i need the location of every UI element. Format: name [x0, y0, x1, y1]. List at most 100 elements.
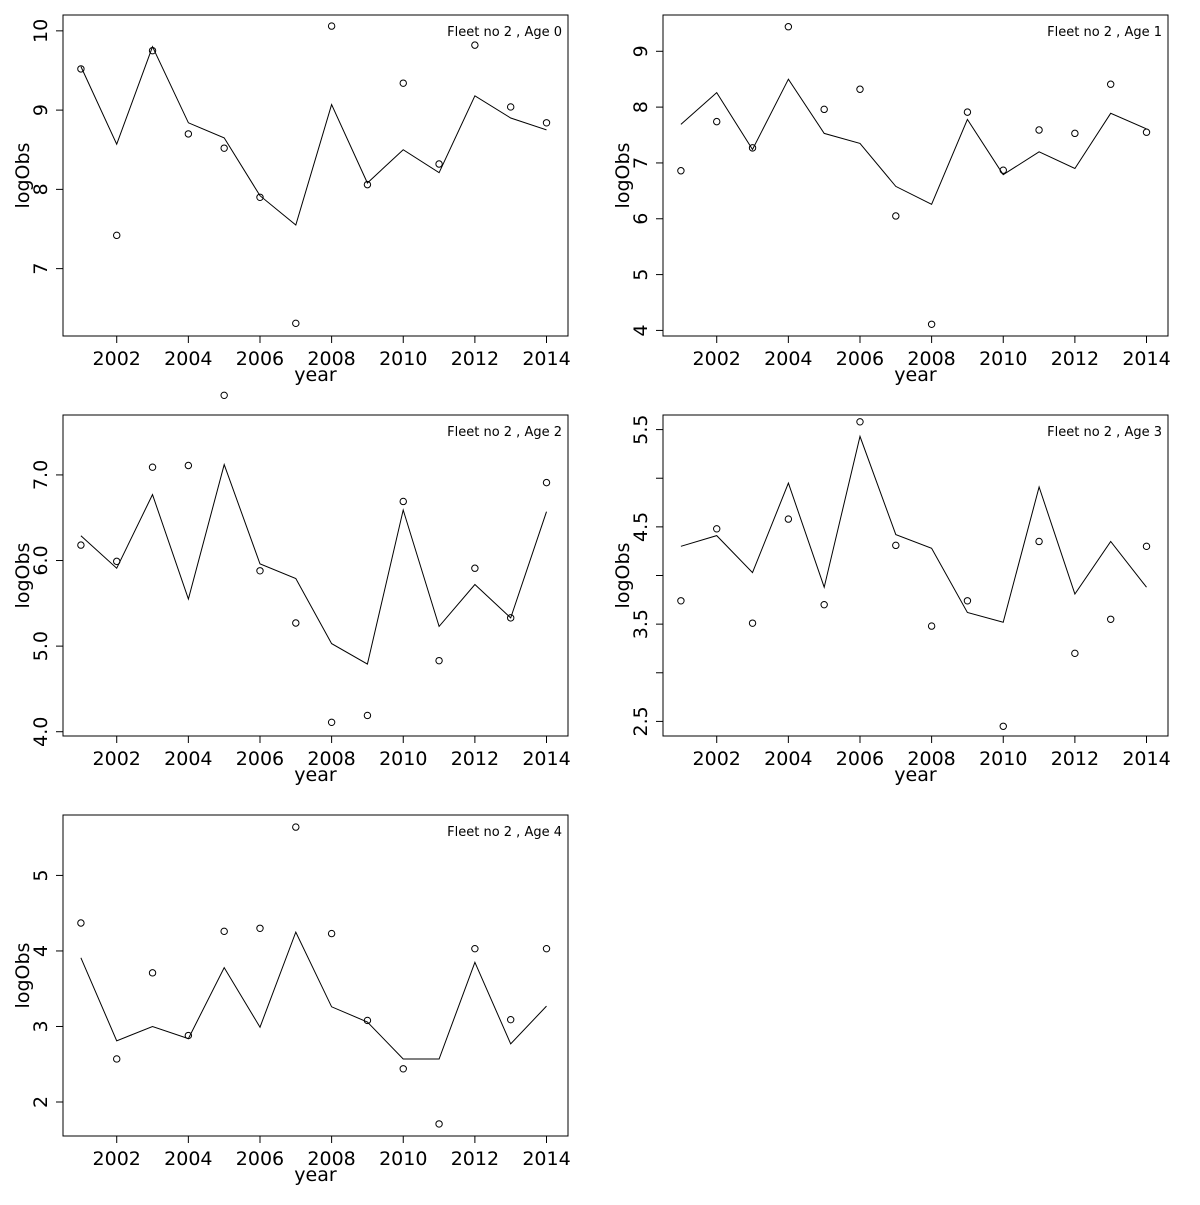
x-tick-label: 2010	[379, 1148, 427, 1170]
observed-point	[256, 924, 264, 932]
observed-point	[677, 167, 685, 175]
observed-point	[506, 103, 515, 111]
observed-point	[220, 927, 228, 936]
panel-title: Fleet no 2 , Age 3	[1047, 425, 1162, 440]
observed-point	[77, 65, 85, 73]
observed-point	[113, 557, 121, 566]
x-axis-label: year	[294, 1164, 337, 1186]
observed-point	[542, 944, 551, 953]
x-tick-label: 2002	[93, 1148, 141, 1170]
observed-point	[713, 117, 721, 126]
panel-3: Fleet no 2 , Age 3 2002 2004 2006 2008 2010 20…	[612, 414, 1171, 786]
x-tick-label: 2004	[164, 348, 212, 370]
fitted-line	[680, 78, 1147, 205]
x-axis-label: year	[894, 764, 937, 786]
x-tick-label: 2006	[836, 748, 884, 770]
observed-point	[148, 969, 157, 977]
observed-point	[327, 929, 336, 938]
observed-point	[713, 525, 721, 533]
x-tick-label: 2002	[693, 748, 741, 770]
observed-point	[963, 597, 972, 605]
panel-title: Fleet no 2 , Age 1	[1047, 25, 1162, 40]
y-axis-label: logObs	[12, 143, 34, 209]
observed-point	[1071, 129, 1079, 138]
y-tick-label: 3	[30, 1020, 52, 1032]
x-axis-label: year	[294, 764, 337, 786]
plot-frame	[62, 814, 569, 1137]
y-tick-label: 5	[30, 869, 52, 881]
y-tick-label: 5.0	[30, 631, 52, 661]
fitted-line	[680, 434, 1147, 623]
observed-point	[999, 722, 1007, 730]
fitted-line	[80, 462, 547, 665]
y-tick-label: 4	[30, 945, 52, 957]
x-tick-label: 2014	[1122, 348, 1170, 370]
x-tick-label: 2012	[1051, 348, 1099, 370]
observed-point	[999, 166, 1007, 174]
x-tick-label: 2010	[379, 748, 427, 770]
y-tick-label: 9	[30, 104, 52, 116]
observed-point	[820, 600, 828, 609]
x-tick-label: 2012	[451, 348, 499, 370]
observed-point	[1035, 537, 1043, 546]
panel-title: Fleet no 2 , Age 0	[447, 25, 562, 40]
observed-point	[327, 22, 336, 30]
x-tick-label: 2010	[379, 348, 427, 370]
observed-point	[292, 319, 300, 328]
plot-frame	[62, 414, 569, 737]
x-tick-label: 2014	[1122, 748, 1170, 770]
observed-point	[363, 1016, 372, 1025]
x-tick-label: 2006	[236, 748, 284, 770]
x-tick-label: 2010	[979, 348, 1027, 370]
y-tick-label: 2	[30, 1096, 52, 1108]
observed-point	[363, 711, 372, 720]
observed-point	[256, 567, 264, 575]
x-tick-label: 2010	[979, 748, 1027, 770]
observed-point	[399, 497, 407, 506]
observed-point	[471, 564, 479, 572]
observed-point	[784, 515, 793, 523]
observed-point	[1071, 649, 1079, 658]
observed-point	[748, 619, 757, 627]
observed-point	[435, 656, 443, 665]
y-tick-label: 5.5	[630, 414, 652, 444]
x-tick-label: 2014	[522, 348, 570, 370]
x-tick-label: 2004	[764, 348, 812, 370]
x-tick-label: 2014	[522, 1148, 570, 1170]
observed-point	[820, 105, 828, 114]
y-axis-label: logObs	[612, 143, 634, 209]
x-axis-label: year	[894, 364, 937, 386]
y-tick-label: 6.0	[30, 545, 52, 575]
observed-point	[1035, 126, 1043, 134]
observed-point	[113, 1055, 121, 1063]
observed-point	[184, 461, 193, 470]
panel-title: Fleet no 2 , Age 4	[447, 825, 562, 840]
observed-point	[1106, 80, 1115, 88]
observed-point	[292, 619, 300, 627]
x-tick-label: 2014	[522, 748, 570, 770]
panel-4: Fleet no 2 , Age 4 2002 2004 2006 2008 2010 20…	[12, 814, 571, 1186]
x-tick-label: 2008	[307, 348, 355, 370]
y-tick-label: 8	[630, 101, 652, 113]
observed-point	[1106, 615, 1115, 623]
observed-point	[363, 180, 372, 189]
y-tick-label: 2.5	[630, 706, 652, 736]
observed-point	[748, 144, 757, 152]
observed-point	[220, 391, 228, 400]
observed-point	[1142, 128, 1151, 136]
observed-point	[77, 541, 85, 549]
y-tick-label: 4.0	[30, 717, 52, 747]
x-tick-label: 2012	[1051, 748, 1099, 770]
y-tick-label: 7.0	[30, 460, 52, 490]
panel-title: Fleet no 2 , Age 2	[447, 425, 562, 440]
observed-point	[506, 1015, 515, 1024]
y-tick-label: 5	[630, 269, 652, 281]
observed-point	[399, 1065, 407, 1073]
observed-point	[77, 919, 85, 927]
y-axis-label: logObs	[612, 543, 634, 609]
x-tick-label: 2008	[907, 348, 955, 370]
observed-point	[292, 823, 300, 831]
observed-point	[892, 541, 900, 550]
x-tick-label: 2006	[836, 348, 884, 370]
